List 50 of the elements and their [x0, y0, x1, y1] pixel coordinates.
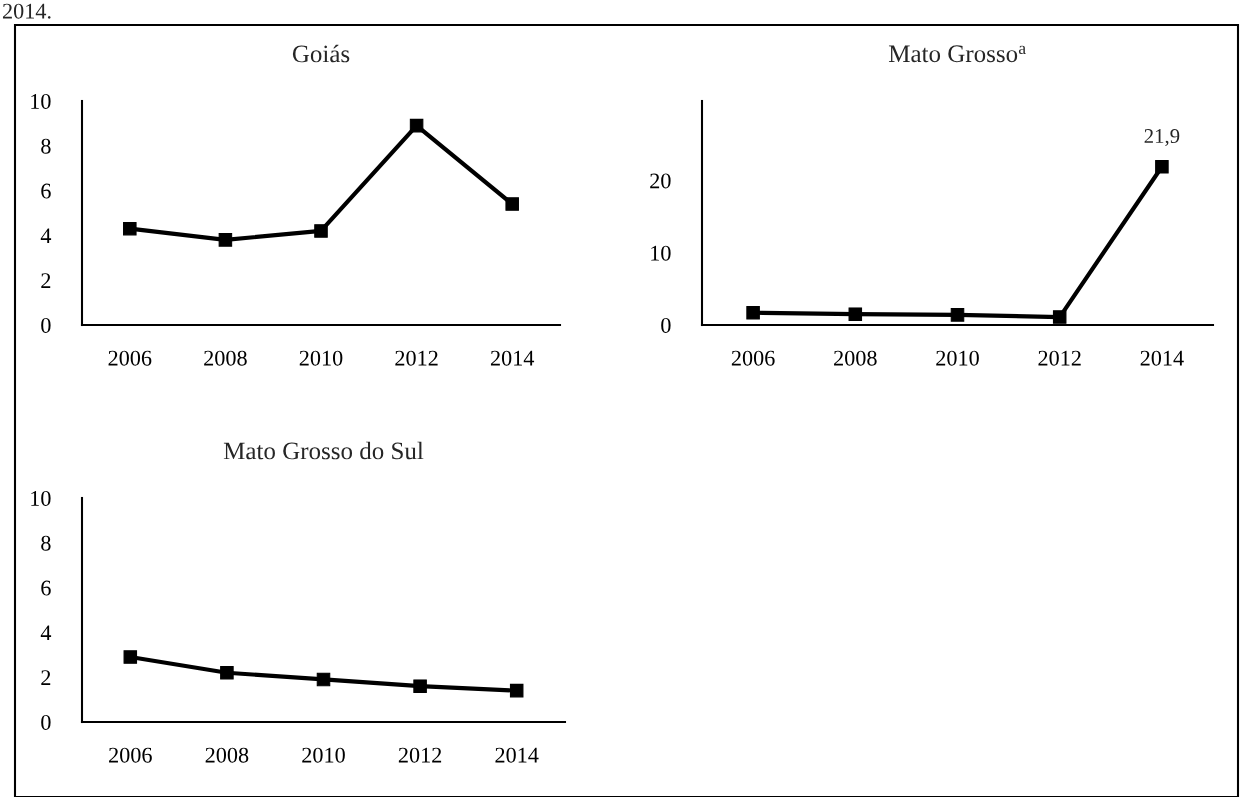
y-tick-label: 10 — [31, 93, 51, 109]
y-tick-label: 6 — [41, 580, 51, 596]
y-tick-label: 0 — [41, 714, 51, 730]
point — [413, 679, 427, 693]
x-tick-label: 2014 — [1140, 350, 1184, 366]
y-tick-label: 2 — [41, 670, 51, 685]
x-tick-label: 2008 — [834, 350, 877, 366]
chart-title: Goiás — [292, 44, 350, 63]
point — [220, 665, 234, 680]
y-tick-label: 20 — [650, 173, 671, 189]
x-tick-label: 2010 — [302, 747, 345, 763]
x-tick-label: 2012 — [395, 350, 438, 366]
chart-title: Mato Grosso do Sul — [223, 441, 424, 460]
y-tick-label: 10 — [651, 245, 671, 261]
x-tick-label: 2012 — [398, 747, 442, 763]
y-tick-label: 6 — [41, 183, 51, 199]
x-tick-label: 2012 — [1038, 350, 1081, 366]
point — [848, 307, 863, 321]
x-tick-label: 2006 — [109, 747, 152, 763]
x-tick-label: 2014 — [490, 350, 535, 366]
y-tick-label: 8 — [41, 535, 51, 551]
text: 2014. — [2, 3, 51, 19]
point — [950, 308, 965, 322]
point — [505, 197, 519, 211]
point — [218, 233, 233, 247]
point — [123, 650, 138, 664]
y-tick-label: 4 — [40, 228, 52, 244]
x-tick-label: 2014 — [495, 747, 539, 763]
point — [123, 221, 137, 236]
point — [509, 683, 524, 698]
x-tick-label: 2006 — [731, 350, 775, 366]
point — [1052, 310, 1067, 324]
y-tick-label: 8 — [41, 138, 51, 154]
x-tick-label: 2008 — [204, 350, 247, 366]
point — [316, 672, 331, 687]
y-tick-label: 0 — [41, 317, 51, 333]
point — [409, 118, 424, 133]
y-tick-label: 10 — [31, 490, 51, 506]
point — [314, 224, 328, 238]
y-tick-label: 0 — [661, 317, 671, 333]
x-tick-label: 2010 — [299, 350, 343, 366]
y-tick-label: 4 — [40, 625, 52, 641]
x-tick-label: 2010 — [936, 350, 979, 366]
x-tick-label: 2006 — [108, 350, 152, 366]
y-tick-label: 2 — [41, 273, 51, 288]
data-label: 21,9 — [1144, 129, 1180, 147]
x-tick-label: 2008 — [205, 747, 249, 763]
chart-title: Mato Grosso$^{a}$ — [888, 45, 1026, 63]
point — [1155, 159, 1169, 174]
point — [746, 305, 760, 320]
